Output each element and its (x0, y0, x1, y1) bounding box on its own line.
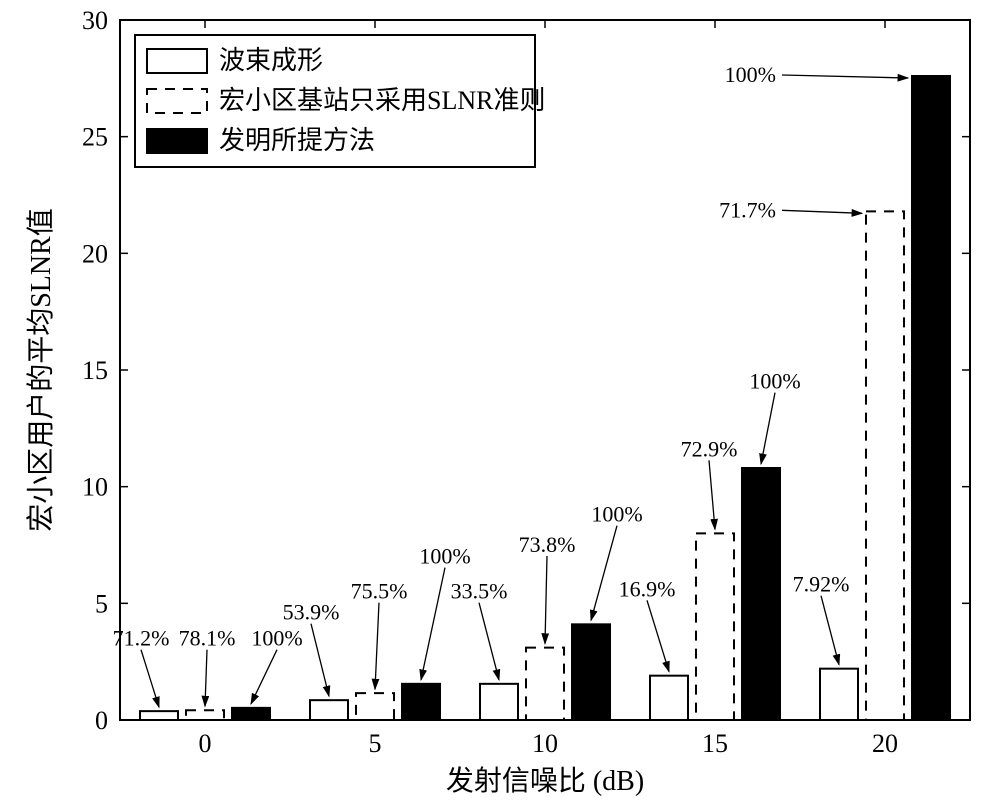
x-tick-label: 15 (702, 729, 728, 758)
pct-label: 78.1% (179, 626, 236, 651)
pct-label: 100% (251, 626, 302, 651)
bar (572, 624, 610, 720)
y-tick-label: 10 (82, 473, 108, 502)
bar (310, 700, 348, 720)
legend-swatch (147, 89, 207, 113)
pct-label: 71.2% (113, 626, 170, 651)
x-tick-label: 10 (532, 729, 558, 758)
bar (480, 684, 518, 720)
x-axis-label: 发射信噪比 (dB) (446, 765, 644, 797)
y-tick-label: 20 (82, 239, 108, 268)
bar (866, 211, 904, 720)
y-tick-label: 5 (95, 589, 108, 618)
chart-container: 0 5 10 15 20 25 30 0 5 10 15 20 发射信噪比 (dB) 宏小区用户的平均SL… (0, 0, 1000, 809)
y-tick-label: 25 (82, 123, 108, 152)
pct-label: 72.9% (681, 436, 738, 461)
bar (912, 76, 950, 720)
slnr-bar-chart: 0 5 10 15 20 25 30 0 5 10 15 20 发射信噪比 (dB) 宏小区用户的平均SL… (0, 0, 1000, 809)
pct-label: 75.5% (351, 579, 408, 604)
bar (140, 711, 178, 720)
pct-label: 100% (725, 62, 776, 87)
pct-label: 100% (591, 502, 642, 527)
bar (356, 693, 394, 720)
x-tick-label: 0 (199, 729, 212, 758)
pct-label: 73.8% (519, 532, 576, 557)
legend-swatch (147, 49, 207, 73)
legend-label: 发明所提方法 (219, 126, 375, 155)
y-tick-label: 0 (95, 706, 108, 735)
bar (526, 648, 564, 720)
y-tick-label: 15 (82, 356, 108, 385)
pct-label: 7.92% (793, 572, 850, 597)
pct-label: 71.7% (719, 197, 776, 222)
bar (696, 533, 734, 720)
bar (650, 676, 688, 720)
x-tick-label: 5 (369, 729, 382, 758)
pct-label: 16.9% (619, 576, 676, 601)
bar (820, 669, 858, 720)
y-tick-label: 30 (82, 6, 108, 35)
legend-label: 宏小区基站只采用SLNR准则 (219, 86, 545, 115)
bar (186, 710, 224, 720)
legend-swatch (147, 129, 207, 153)
y-axis-label: 宏小区用户的平均SLNR值 (25, 208, 57, 532)
legend: 波束成形宏小区基站只采用SLNR准则发明所提方法 (135, 35, 545, 167)
bar (232, 708, 270, 720)
pct-label: 100% (749, 369, 800, 394)
pct-label: 33.5% (451, 579, 508, 604)
bar (402, 684, 440, 720)
bar (742, 468, 780, 720)
pct-label: 100% (419, 544, 470, 569)
pct-label: 53.9% (283, 600, 340, 625)
x-tick-label: 20 (872, 729, 898, 758)
legend-label: 波束成形 (219, 46, 323, 75)
